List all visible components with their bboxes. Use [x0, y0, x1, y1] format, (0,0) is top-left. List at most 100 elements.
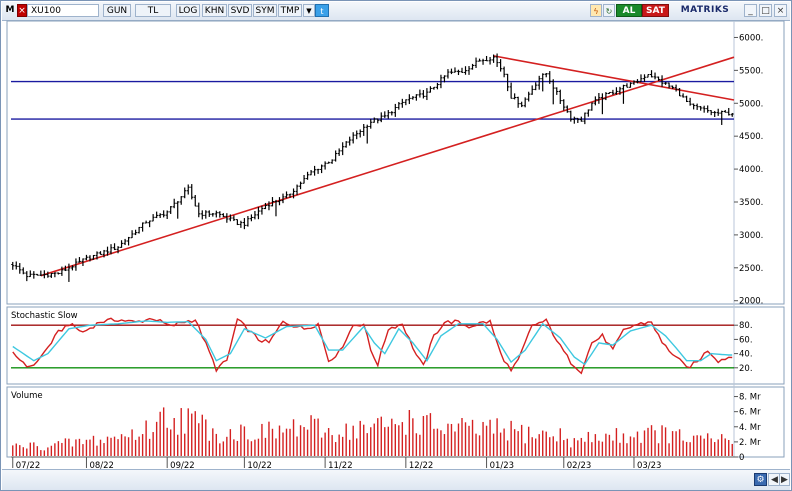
- price-bar: [551, 79, 555, 105]
- price-bar: [520, 101, 524, 108]
- volume-panel-title: Volume: [11, 391, 43, 401]
- refresh-icon[interactable]: ↻: [603, 4, 615, 17]
- price-bar: [628, 82, 632, 88]
- dropdown-arrow-icon[interactable]: ▼: [303, 4, 315, 17]
- price-bar: [109, 244, 113, 255]
- maximize-icon[interactable]: □: [759, 4, 772, 17]
- price-bar: [562, 99, 566, 111]
- log-button[interactable]: LOG: [176, 4, 200, 17]
- price-bar: [190, 184, 194, 200]
- price-bar: [18, 263, 22, 274]
- price-bar: [383, 111, 387, 118]
- price-bar: [643, 74, 647, 82]
- chart-area[interactable]: 6000. 5500. 5000. 4500. 4000. 3500. 3000. 2500.…: [1, 20, 791, 470]
- minimize-icon[interactable]: _: [744, 4, 757, 17]
- price-bar: [534, 82, 538, 91]
- scroll-right-icon[interactable]: ▶: [779, 473, 790, 486]
- m-label: M: [5, 5, 15, 15]
- price-bar: [11, 261, 15, 270]
- svd-button[interactable]: SVD: [228, 4, 252, 17]
- price-bar: [621, 84, 625, 104]
- price-bar: [295, 184, 299, 196]
- price-bar: [579, 116, 583, 122]
- price-bar: [148, 220, 152, 228]
- price-bar: [555, 87, 559, 95]
- stoch-axis-tick: 60.: [739, 335, 753, 345]
- price-bar: [253, 211, 257, 220]
- price-bar: [95, 251, 99, 260]
- price-bar: [60, 266, 64, 276]
- price-bar: [639, 74, 643, 83]
- price-bar: [102, 249, 106, 258]
- close-icon[interactable]: ×: [774, 4, 787, 17]
- lightning-icon[interactable]: ϟ: [590, 4, 602, 17]
- price-bar: [730, 112, 734, 117]
- price-bar: [249, 214, 253, 222]
- price-bar: [583, 112, 587, 125]
- price-bar: [169, 206, 173, 214]
- price-bar: [313, 165, 317, 176]
- price-bar: [155, 211, 159, 219]
- gun-button[interactable]: GUN: [103, 4, 131, 17]
- price-bar: [211, 212, 215, 217]
- price-bar: [660, 75, 664, 87]
- price-bar: [432, 86, 436, 90]
- price-bar: [558, 89, 562, 104]
- twitter-icon[interactable]: t: [315, 4, 329, 17]
- x-axis-tick: 09/22: [170, 461, 195, 470]
- price-bar: [449, 68, 453, 75]
- price-bar: [200, 210, 204, 220]
- x-axis-tick: 11/22: [328, 461, 353, 470]
- price-bar: [193, 195, 197, 207]
- khn-button[interactable]: KHN: [202, 4, 227, 17]
- price-bar: [221, 213, 225, 218]
- price-bar: [309, 169, 313, 176]
- price-bar: [144, 220, 148, 224]
- price-bar: [523, 97, 527, 108]
- price-bar: [372, 117, 376, 123]
- price-bar: [320, 164, 324, 174]
- price-bar: [186, 184, 190, 195]
- price-bar: [35, 273, 39, 276]
- price-bar: [120, 240, 124, 248]
- price-bar: [292, 188, 296, 199]
- price-bar: [565, 105, 569, 113]
- symbol-input[interactable]: XU100: [27, 4, 99, 17]
- price-bar: [369, 118, 373, 129]
- price-bar: [716, 108, 720, 116]
- sell-button[interactable]: SAT: [642, 4, 669, 17]
- settings-icon[interactable]: ⚙: [754, 473, 767, 486]
- price-bar: [260, 205, 264, 215]
- price-bar: [348, 136, 352, 146]
- price-bar: [183, 187, 187, 199]
- price-bar: [674, 84, 678, 92]
- price-bar: [439, 74, 443, 89]
- price-bar: [327, 161, 331, 164]
- price-bar: [214, 210, 218, 218]
- price-bar: [541, 73, 545, 92]
- buy-button[interactable]: AL: [616, 4, 642, 17]
- price-bar: [397, 102, 401, 110]
- stochastic-panel: [6, 306, 785, 385]
- price-bar: [316, 168, 320, 174]
- price-bar: [632, 80, 636, 85]
- price-bar: [274, 199, 278, 217]
- sym-button[interactable]: SYM: [253, 4, 277, 17]
- price-bar: [421, 90, 425, 99]
- price-bar: [204, 210, 208, 219]
- price-bar: [625, 83, 629, 88]
- close-x-icon[interactable]: ×: [17, 4, 27, 17]
- price-bar: [176, 201, 180, 219]
- price-bar: [425, 88, 429, 101]
- price-bar: [74, 258, 78, 271]
- tl-button[interactable]: TL: [135, 4, 171, 17]
- stochastic-panel-title: Stochastic Slow: [11, 311, 78, 321]
- price-bar: [407, 94, 411, 105]
- price-bar: [418, 89, 422, 98]
- price-axis-tick: 3500.: [739, 198, 763, 208]
- price-bar: [611, 89, 615, 96]
- price-bar: [527, 91, 531, 102]
- price-bar: [256, 206, 260, 220]
- tmp-button[interactable]: TMP: [278, 4, 302, 17]
